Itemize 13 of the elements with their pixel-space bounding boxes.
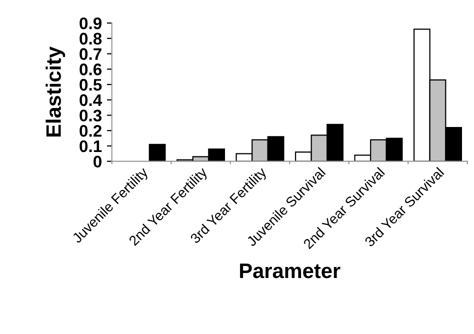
y-tick-label: 0.8	[80, 32, 102, 45]
y-tick-label: 0.1	[80, 140, 102, 152]
y-tick-label: 0.7	[80, 48, 102, 60]
y-axis-title: Elasticity	[46, 46, 66, 137]
y-tick-label: 0.5	[80, 78, 102, 91]
y-tick-label: 0.6	[80, 64, 102, 76]
bar	[148, 144, 166, 162]
y-tick-label: 0.2	[80, 124, 102, 137]
y-tick-label: 0	[94, 156, 102, 168]
x-axis-title: Parameter	[240, 264, 340, 278]
y-tick-label: 0.9	[80, 17, 102, 30]
y-tick-label: 0.3	[80, 110, 102, 122]
y-tick-label: 0.4	[80, 94, 102, 106]
